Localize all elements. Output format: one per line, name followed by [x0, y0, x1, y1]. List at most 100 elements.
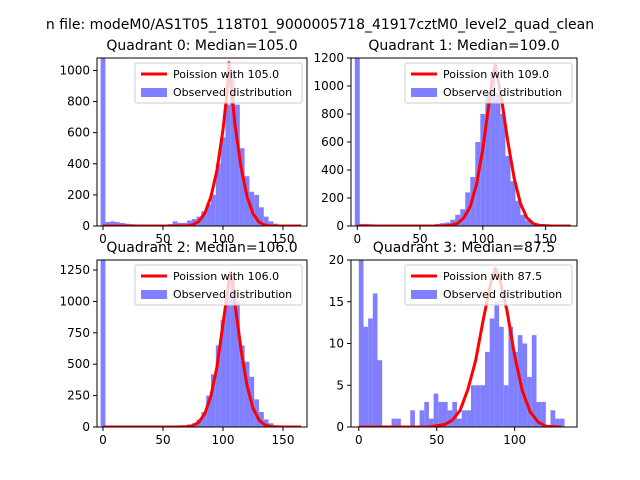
histogram-bar: [489, 318, 495, 427]
subplot-1: Quadrant 1: Median=109.0 0 50 100 150 0 200 400…: [313, 38, 578, 246]
histogram-bar: [215, 163, 221, 226]
x-tick-label: 150: [534, 232, 557, 246]
histogram-bar: [172, 221, 178, 226]
histogram-bar: [500, 114, 506, 226]
histogram-bar: [115, 222, 120, 226]
subplot-title: Quadrant 3: Median=87.5: [373, 240, 555, 256]
histogram-bar: [513, 351, 518, 427]
histogram-bar: [354, 58, 360, 226]
x-tick-label: 100: [212, 232, 235, 246]
histogram-bar: [105, 222, 111, 226]
axes-frame: [96, 57, 308, 227]
plot-area: [354, 58, 571, 226]
y-tick-label: 20: [329, 253, 344, 267]
subplot-3: Quadrant 3: Median=87.5 0 50 100 0 5 10 15 20 Poi…: [329, 240, 578, 447]
histogram-bar: [263, 419, 269, 427]
y-tick-label: 5: [336, 378, 344, 392]
histogram-bar: [485, 351, 490, 427]
histogram-bar: [550, 410, 556, 427]
histogram-bar: [555, 418, 560, 427]
histogram-bar: [225, 295, 231, 427]
y-tick-label: 400: [321, 163, 344, 177]
y-tick-label: 1200: [313, 51, 344, 65]
histogram-bar: [442, 401, 448, 427]
y-tick-label: 500: [67, 357, 90, 371]
plot-area: [100, 58, 301, 226]
histogram-bar: [220, 137, 226, 226]
histogram-bar: [100, 58, 106, 226]
subplot-title: Quadrant 0: Median=105.0: [106, 38, 297, 54]
histogram-bar: [480, 385, 486, 427]
y-tick-label: 1000: [59, 63, 90, 77]
histogram-bar: [466, 410, 472, 427]
histogram-bar: [377, 360, 383, 427]
histogram-bar: [254, 194, 259, 226]
legend-label: Observed distribution: [173, 288, 292, 301]
y-tick-label: 0: [82, 420, 90, 434]
histogram-bar: [480, 114, 486, 226]
histogram-bar: [119, 222, 125, 226]
histogram-bar: [424, 401, 429, 427]
histogram-bar: [494, 301, 500, 427]
legend-label: Observed distribution: [443, 288, 562, 301]
subplot-title: Quadrant 2: Median=106.0: [106, 240, 297, 256]
histogram-bar: [235, 301, 240, 427]
histogram-bar: [206, 395, 211, 427]
legend-label: Poission with 109.0: [443, 68, 549, 81]
histogram-bar: [230, 70, 235, 226]
figure-suptitle: n file: modeM0/AS1T05_118T01_9000005718_…: [46, 17, 594, 33]
histogram-bar: [110, 221, 115, 226]
legend: Poission with 106.0 Observed distribution: [134, 264, 303, 306]
histogram-bar: [211, 194, 216, 226]
histogram-bar: [225, 104, 231, 226]
histogram-bar: [450, 219, 456, 226]
histogram-bar: [485, 93, 491, 226]
x-tick-label: 50: [155, 433, 170, 447]
legend-label: Poission with 105.0: [173, 68, 279, 81]
legend-bar-swatch: [411, 88, 437, 97]
x-tick-label: 0: [353, 232, 361, 246]
y-tick-label: 0: [82, 219, 90, 233]
histogram-bar: [461, 410, 467, 427]
subplot-grid: Quadrant 0: Median=105.00 50 100 1500200400…: [59, 38, 578, 447]
histogram-bar: [215, 345, 221, 427]
histogram-bar: [201, 211, 207, 226]
axes-frame: [96, 259, 308, 428]
histogram-bar: [100, 260, 106, 427]
y-tick-label: 800: [321, 107, 344, 121]
x-tick-label: 0: [99, 433, 107, 447]
y-tick-label: 400: [67, 157, 90, 171]
histogram-bar: [520, 214, 526, 226]
histogram-bar: [410, 410, 415, 427]
x-tick-label: 100: [471, 232, 494, 246]
histogram-bar: [211, 374, 216, 427]
legend-bar-swatch: [141, 88, 167, 97]
x-tick-label: 100: [503, 433, 526, 447]
subplot-2: Quadrant 2: Median=106.0 0 50 100 150 0 250 500…: [59, 240, 308, 447]
histogram-bar: [515, 200, 521, 226]
histogram-bar: [244, 176, 250, 226]
legend-label: Poission with 106.0: [173, 270, 279, 283]
legend-box: [404, 62, 573, 104]
histogram-bar: [527, 376, 532, 427]
y-tick-label: 600: [321, 135, 344, 149]
histogram-bar: [499, 326, 504, 427]
legend-label: Observed distribution: [173, 86, 292, 99]
histogram-bar: [452, 401, 457, 427]
y-tick-label: 0: [336, 219, 344, 233]
x-tick-label: 150: [272, 232, 295, 246]
y-tick-label: 600: [67, 126, 90, 140]
histogram-bar: [244, 361, 250, 427]
y-tick-label: 250: [67, 389, 90, 403]
histogram-bar: [358, 260, 364, 427]
histogram-bar: [438, 401, 443, 427]
histogram-bar: [263, 216, 269, 226]
y-tick-label: 200: [67, 188, 90, 202]
histogram-bar: [433, 393, 439, 427]
x-tick-label: 100: [212, 433, 235, 447]
histogram-bar: [525, 220, 531, 226]
histogram-bar: [541, 401, 546, 427]
histogram-bar: [475, 385, 481, 427]
y-tick-label: 10: [329, 337, 344, 351]
